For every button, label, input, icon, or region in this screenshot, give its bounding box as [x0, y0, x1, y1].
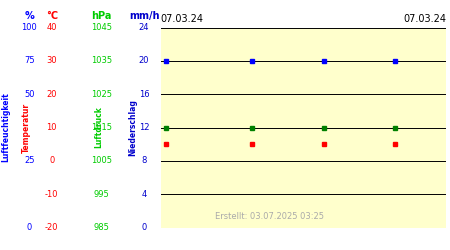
Text: 995: 995	[94, 190, 109, 198]
Text: 25: 25	[24, 156, 35, 166]
Text: 100: 100	[22, 23, 37, 32]
Text: Erstellt: 03.07.2025 03:25: Erstellt: 03.07.2025 03:25	[215, 212, 324, 221]
Text: 0: 0	[27, 223, 32, 232]
Text: Niederschlag: Niederschlag	[128, 99, 137, 156]
Text: 985: 985	[93, 223, 109, 232]
Text: 75: 75	[24, 56, 35, 66]
Text: °C: °C	[46, 11, 58, 21]
Text: 50: 50	[24, 90, 35, 98]
Text: Luftdruck: Luftdruck	[94, 106, 104, 148]
Text: 1045: 1045	[91, 23, 112, 32]
Text: 12: 12	[139, 123, 149, 132]
Text: 24: 24	[139, 23, 149, 32]
Text: 40: 40	[46, 23, 57, 32]
Text: 07.03.24: 07.03.24	[403, 14, 446, 24]
Text: 20: 20	[139, 56, 149, 66]
Text: 1005: 1005	[91, 156, 112, 166]
Text: 30: 30	[46, 56, 57, 66]
Text: -20: -20	[45, 223, 58, 232]
Text: -10: -10	[45, 190, 58, 198]
Text: 0: 0	[49, 156, 54, 166]
Text: 1035: 1035	[91, 56, 112, 66]
Text: 1025: 1025	[91, 90, 112, 98]
Text: 0: 0	[141, 223, 147, 232]
Text: 07.03.24: 07.03.24	[161, 14, 204, 24]
Text: 8: 8	[141, 156, 147, 166]
Text: Luftfeuchtigkeit: Luftfeuchtigkeit	[1, 92, 10, 162]
Text: Temperatur: Temperatur	[22, 102, 31, 152]
Text: 16: 16	[139, 90, 149, 98]
Text: 1015: 1015	[91, 123, 112, 132]
Text: %: %	[24, 11, 34, 21]
Text: hPa: hPa	[91, 11, 112, 21]
Text: 4: 4	[141, 190, 147, 198]
Text: 10: 10	[46, 123, 57, 132]
Text: 20: 20	[46, 90, 57, 98]
Text: mm/h: mm/h	[129, 11, 159, 21]
